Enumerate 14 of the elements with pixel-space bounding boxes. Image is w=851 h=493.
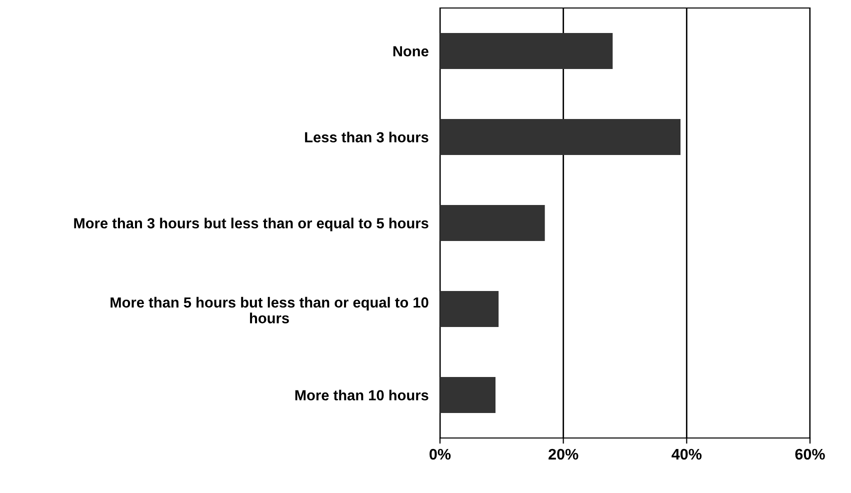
bar [440,204,545,242]
x-tick-label: 0% [430,448,451,460]
x-tick-label: 60% [795,448,825,460]
y-tick-label: More than 10 hours [295,390,428,400]
bar [440,32,613,70]
bar [440,290,499,328]
y-tick-label: More than 5 hours but less than or equal to 10 hours [110,296,428,324]
x-tick-label: 40% [672,448,702,460]
bar [440,118,680,156]
y-tick-label: Less than 3 hours [305,132,428,142]
y-tick-label: None [393,46,428,56]
bar [440,376,496,414]
y-tick-label: More than 3 hours but less than or equal to 5 hours [74,218,428,232]
x-tick-label: 20% [548,448,578,460]
